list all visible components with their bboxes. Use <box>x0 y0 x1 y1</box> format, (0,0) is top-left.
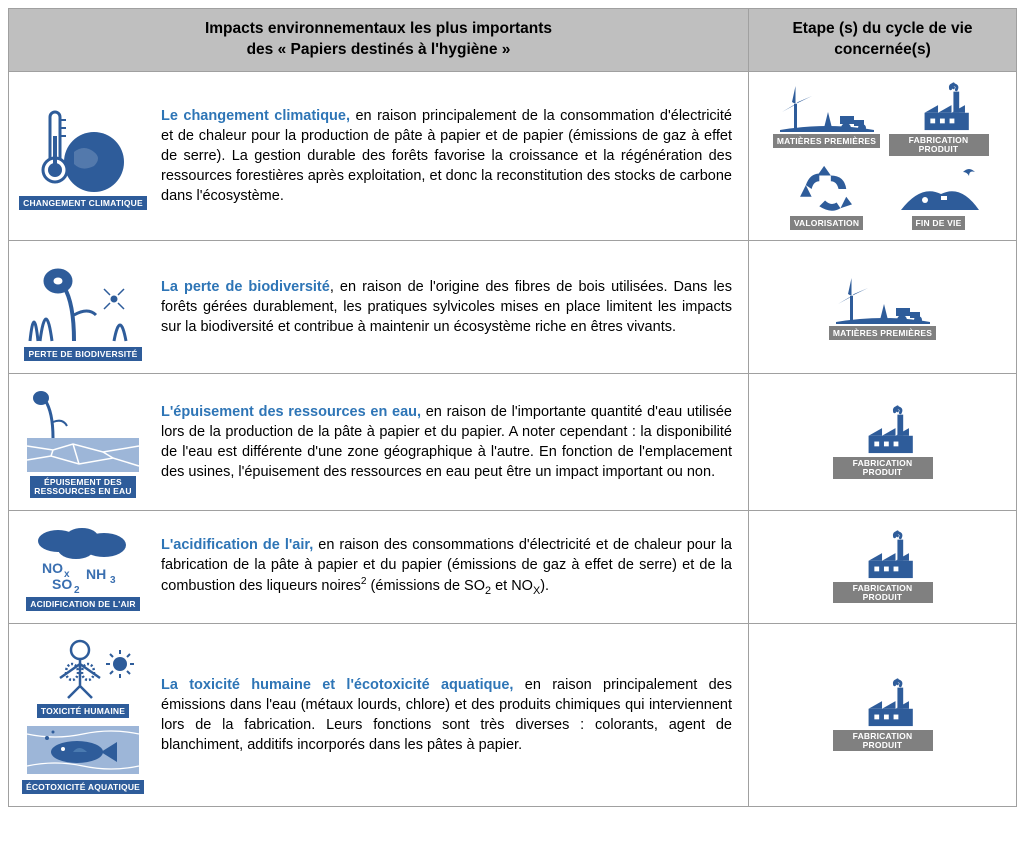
cell-impact-acid: ACIDIFICATION DE L'AIR L'acidification d… <box>9 510 749 623</box>
factory-icon <box>894 82 984 132</box>
impact-caption-eau: ÉPUISEMENT DES RESSOURCES EN EAU <box>30 476 135 498</box>
lead-acid: L'acidification de l'air, <box>161 537 313 553</box>
impact-icon-box-tox: TOXICITÉ HUMAINE ÉCOTOXICITÉ AQUATIQUE <box>19 636 147 794</box>
stage-matieres: MATIÈRES PREMIÈRES <box>777 82 877 156</box>
cell-stage-climat: MATIÈRES PREMIÈRES FABRICATION PRODUIT V… <box>749 71 1017 240</box>
impact-icon-box-eau: ÉPUISEMENT DES RESSOURCES EN EAU <box>19 386 147 498</box>
factory-icon <box>838 678 928 728</box>
raw-materials-icon <box>834 274 932 324</box>
stage-fabrication-3: FABRICATION PRODUIT <box>833 530 933 604</box>
impact-caption-biodiv: PERTE DE BIODIVERSITÉ <box>24 347 141 361</box>
cell-impact-climat: CHANGEMENT CLIMATIQUE Le changement clim… <box>9 71 749 240</box>
row-acid: ACIDIFICATION DE L'AIR L'acidification d… <box>9 510 1017 623</box>
cell-stage-tox: FABRICATION PRODUIT <box>749 623 1017 806</box>
impact-caption-tox-h: TOXICITÉ HUMAINE <box>37 704 129 718</box>
stage-lbl-fabrication-3: FABRICATION PRODUIT <box>833 582 933 604</box>
aquatic-ecotoxicity-icon <box>23 722 143 778</box>
stage-valorisation: VALORISATION <box>777 164 877 230</box>
end-of-life-icon <box>891 164 987 214</box>
factory-icon <box>838 405 928 455</box>
impact-text-biodiv: La perte de biodiversité, en raison de l… <box>161 277 732 337</box>
stage-lbl-fabrication-4: FABRICATION PRODUIT <box>833 730 933 752</box>
impact-caption-acid: ACIDIFICATION DE L'AIR <box>26 597 139 611</box>
lead-biodiv: La perte de biodiversité <box>161 279 330 295</box>
factory-icon <box>838 530 928 580</box>
lead-tox: La toxicité humaine et l'écotoxicité aqu… <box>161 677 513 693</box>
raw-materials-icon <box>778 82 876 132</box>
header-impacts-line2: des « Papiers destinés à l'hygiène » <box>247 41 511 58</box>
lead-climat: Le changement climatique, <box>161 108 350 124</box>
row-biodiv: PERTE DE BIODIVERSITÉ La perte de biodiv… <box>9 240 1017 373</box>
header-stage: Etape (s) du cycle de vie concernée(s) <box>749 9 1017 72</box>
stage-fabrication: FABRICATION PRODUIT <box>889 82 989 156</box>
cell-stage-biodiv: MATIÈRES PREMIÈRES <box>749 240 1017 373</box>
impacts-table: Impacts environnementaux les plus import… <box>8 8 1017 807</box>
row-tox: TOXICITÉ HUMAINE ÉCOTOXICITÉ AQUATIQUE L… <box>9 623 1017 806</box>
stage-matieres-2: MATIÈRES PREMIÈRES <box>833 274 933 340</box>
acidification-icon <box>24 523 142 595</box>
impact-text-climat: Le changement climatique, en raison prin… <box>161 106 732 206</box>
stage-lbl-fabrication: FABRICATION PRODUIT <box>889 134 989 156</box>
impact-icon-box-acid: ACIDIFICATION DE L'AIR <box>19 523 147 611</box>
header-stage-line1: Etape (s) du cycle de vie <box>792 20 972 37</box>
stage-lbl-matieres: MATIÈRES PREMIÈRES <box>773 134 880 148</box>
stage-lbl-fabrication-2: FABRICATION PRODUIT <box>833 457 933 479</box>
water-depletion-icon <box>23 386 143 474</box>
impact-text-acid: L'acidification de l'air, en raison des … <box>161 535 732 599</box>
stage-findevie: FIN DE VIE <box>889 164 989 230</box>
stage-fabrication-4: FABRICATION PRODUIT <box>833 678 933 752</box>
impact-text-tox: La toxicité humaine et l'écotoxicité aqu… <box>161 675 732 755</box>
table-header-row: Impacts environnementaux les plus import… <box>9 9 1017 72</box>
impact-icon-box-biodiv: PERTE DE BIODIVERSITÉ <box>19 253 147 361</box>
impact-caption-climat: CHANGEMENT CLIMATIQUE <box>19 196 147 210</box>
row-climat: CHANGEMENT CLIMATIQUE Le changement clim… <box>9 71 1017 240</box>
header-impacts: Impacts environnementaux les plus import… <box>9 9 749 72</box>
header-stage-line2: concernée(s) <box>834 41 930 58</box>
stage-lbl-valorisation: VALORISATION <box>790 216 863 230</box>
row-eau: ÉPUISEMENT DES RESSOURCES EN EAU L'épuis… <box>9 373 1017 510</box>
impact-text-eau: L'épuisement des ressources en eau, en r… <box>161 402 732 482</box>
lead-eau: L'épuisement des ressources en eau, <box>161 404 421 420</box>
impact-icon2-box-climat: CHANGEMENT CLIMATIQUE <box>19 102 147 210</box>
cell-stage-eau: FABRICATION PRODUIT <box>749 373 1017 510</box>
cell-impact-biodiv: PERTE DE BIODIVERSITÉ La perte de biodiv… <box>9 240 749 373</box>
stage-lbl-matieres-2: MATIÈRES PREMIÈRES <box>829 326 936 340</box>
cell-impact-tox: TOXICITÉ HUMAINE ÉCOTOXICITÉ AQUATIQUE L… <box>9 623 749 806</box>
biodiversity-icon <box>24 253 142 345</box>
cell-stage-acid: FABRICATION PRODUIT <box>749 510 1017 623</box>
climate-change-icon <box>24 102 142 194</box>
stage-fabrication-2: FABRICATION PRODUIT <box>833 405 933 479</box>
cell-impact-eau: ÉPUISEMENT DES RESSOURCES EN EAU L'épuis… <box>9 373 749 510</box>
human-toxicity-icon <box>24 636 142 702</box>
stage-lbl-findevie: FIN DE VIE <box>912 216 966 230</box>
recycle-icon <box>797 164 857 214</box>
header-impacts-line1: Impacts environnementaux les plus import… <box>205 20 552 37</box>
impact-caption-tox-a: ÉCOTOXICITÉ AQUATIQUE <box>22 780 144 794</box>
